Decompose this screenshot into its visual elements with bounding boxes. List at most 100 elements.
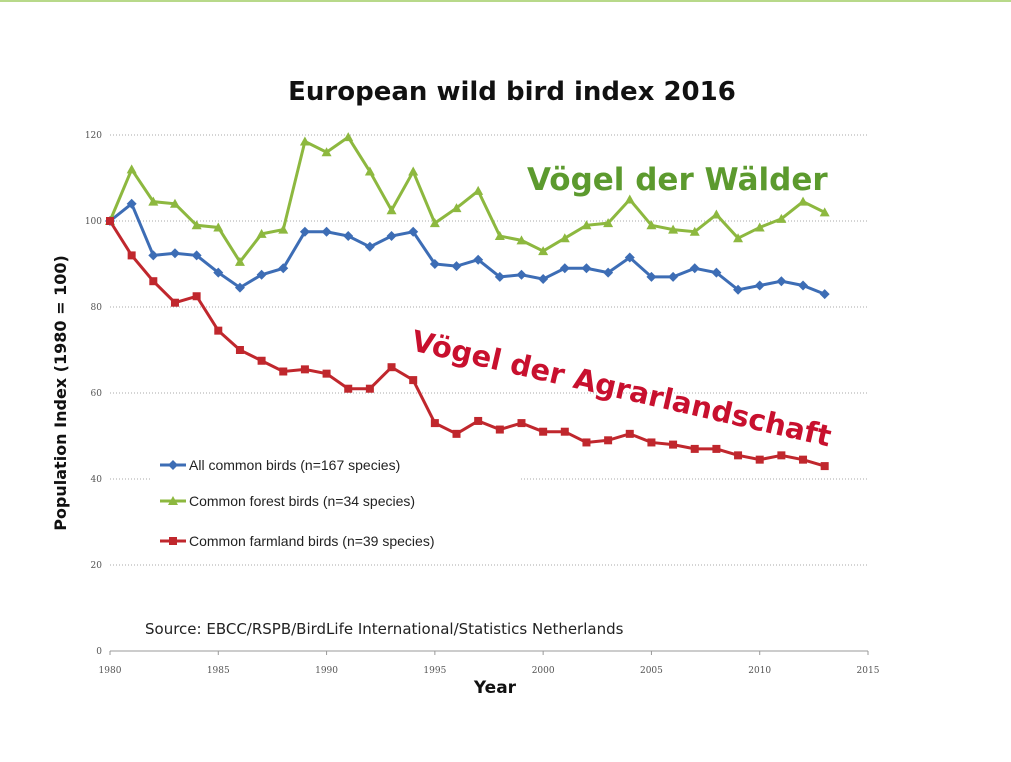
marker xyxy=(451,261,462,272)
marker xyxy=(192,292,201,301)
marker xyxy=(452,429,461,438)
chart-title: European wild bird index 2016 xyxy=(288,77,736,107)
x-tick-label: 2005 xyxy=(640,666,663,676)
x-tick-label: 2015 xyxy=(857,666,880,676)
marker xyxy=(106,217,114,225)
marker xyxy=(754,222,765,232)
marker xyxy=(451,203,462,213)
legend-label: Common forest birds (n=34 species) xyxy=(189,493,415,509)
marker xyxy=(321,147,332,157)
marker xyxy=(387,363,396,372)
marker xyxy=(386,231,397,242)
x-axis-label: Year xyxy=(473,678,517,698)
marker xyxy=(364,241,375,252)
marker xyxy=(819,289,830,300)
source-note: Source: EBCC/RSPB/BirdLife International… xyxy=(145,620,624,638)
marker xyxy=(776,276,787,287)
marker xyxy=(168,496,178,505)
marker xyxy=(690,444,699,453)
marker xyxy=(169,537,177,545)
y-tick-label: 20 xyxy=(91,561,103,571)
marker xyxy=(819,207,830,217)
marker xyxy=(581,220,592,230)
marker xyxy=(278,224,289,234)
marker xyxy=(127,251,136,260)
marker xyxy=(755,455,764,464)
marker xyxy=(559,233,570,243)
marker xyxy=(344,384,353,393)
marker xyxy=(712,444,721,453)
marker xyxy=(235,346,244,354)
marker xyxy=(256,269,267,280)
marker xyxy=(364,166,375,176)
marker xyxy=(408,226,419,237)
marker xyxy=(539,427,548,436)
y-tick-label: 0 xyxy=(96,647,102,657)
marker xyxy=(559,263,570,274)
marker xyxy=(689,263,700,274)
marker xyxy=(256,228,267,238)
marker xyxy=(517,419,526,428)
marker xyxy=(799,455,808,464)
marker xyxy=(820,462,829,471)
marker xyxy=(581,263,592,274)
marker xyxy=(494,271,505,282)
marker xyxy=(711,267,722,278)
marker xyxy=(754,280,765,291)
marker xyxy=(538,246,549,256)
marker xyxy=(300,365,309,374)
marker xyxy=(429,218,440,228)
marker xyxy=(148,250,159,261)
marker xyxy=(604,436,613,445)
marker xyxy=(473,185,484,195)
marker xyxy=(408,166,419,176)
marker xyxy=(343,132,354,142)
marker xyxy=(126,198,137,209)
marker xyxy=(647,438,656,447)
marker xyxy=(494,231,505,241)
annotation: Vögel der Wälder xyxy=(527,162,828,198)
y-tick-label: 120 xyxy=(85,131,102,141)
x-tick-label: 1990 xyxy=(315,666,338,676)
marker xyxy=(733,233,744,243)
x-tick-label: 1980 xyxy=(99,666,122,676)
marker xyxy=(191,220,202,230)
y-tick-label: 60 xyxy=(91,389,103,399)
marker xyxy=(168,460,178,470)
marker xyxy=(474,416,483,425)
marker xyxy=(603,218,614,228)
x-tick-label: 1985 xyxy=(207,666,230,676)
series-line xyxy=(108,220,826,468)
x-tick-label: 2000 xyxy=(532,666,555,676)
marker xyxy=(560,427,569,436)
marker xyxy=(669,440,678,449)
marker xyxy=(322,369,331,378)
marker xyxy=(170,298,179,307)
series-line xyxy=(109,201,826,296)
marker xyxy=(798,196,809,206)
marker xyxy=(429,259,440,269)
marker xyxy=(624,194,635,204)
marker xyxy=(299,226,310,237)
marker xyxy=(776,213,787,223)
marker xyxy=(386,205,397,215)
marker xyxy=(126,164,137,174)
marker xyxy=(473,254,484,265)
marker xyxy=(213,222,224,232)
marker xyxy=(169,248,180,259)
marker xyxy=(711,209,722,219)
marker xyxy=(668,271,679,282)
marker xyxy=(733,284,744,295)
marker xyxy=(299,136,310,146)
marker xyxy=(777,451,786,460)
marker xyxy=(734,451,743,460)
y-axis-label: Population Index (1980 = 100) xyxy=(51,255,70,531)
legend-label: Common farmland birds (n=39 species) xyxy=(189,533,435,549)
marker xyxy=(495,425,504,434)
marker xyxy=(582,438,591,447)
marker xyxy=(603,267,614,278)
marker xyxy=(257,356,266,365)
marker xyxy=(234,256,245,266)
y-tick-label: 40 xyxy=(91,475,103,485)
